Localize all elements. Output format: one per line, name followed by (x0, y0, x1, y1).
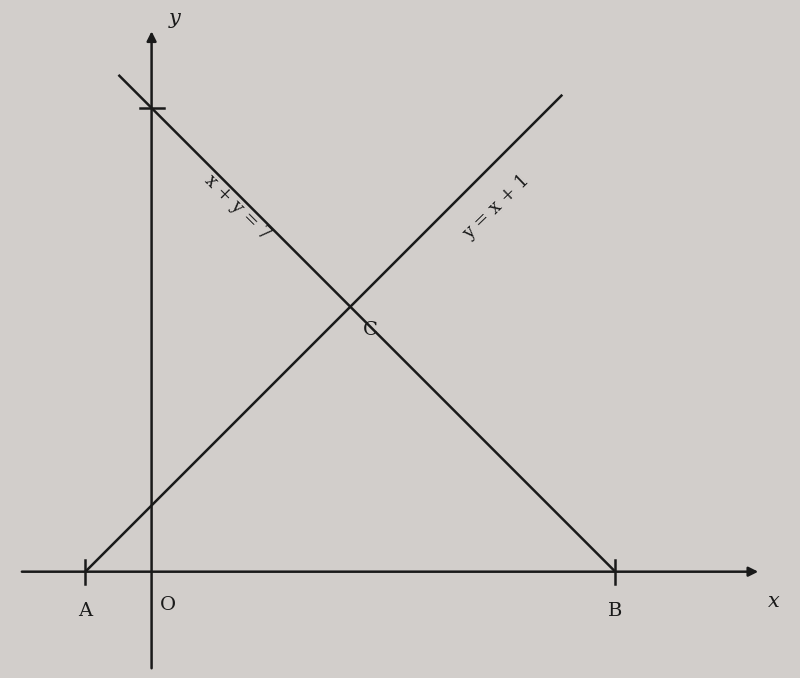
Text: A: A (78, 603, 93, 620)
Text: x + y = 7: x + y = 7 (202, 171, 274, 243)
Text: y = x + 1: y = x + 1 (459, 172, 533, 243)
Text: O: O (160, 596, 176, 614)
Text: B: B (608, 603, 622, 620)
Text: y: y (169, 9, 181, 28)
Text: x: x (769, 592, 780, 611)
Text: C: C (362, 321, 378, 339)
